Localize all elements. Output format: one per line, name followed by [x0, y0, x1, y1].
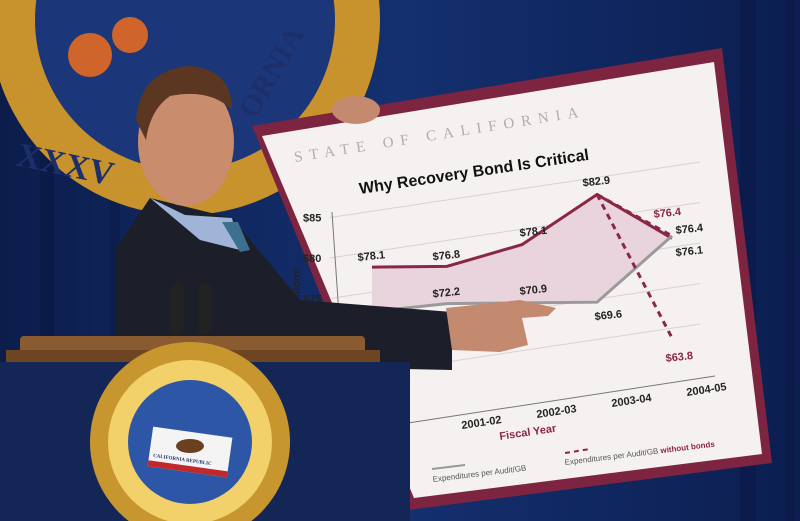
series-line-3	[596, 193, 673, 238]
data-label: $76.1	[675, 244, 704, 259]
data-label: $76.4	[653, 206, 683, 221]
data-label: $72.2	[432, 286, 461, 301]
bear-icon	[176, 439, 204, 453]
series-line-0	[371, 192, 673, 269]
gap-area	[372, 194, 672, 312]
chart-board: STATE OF CALIFORNIA Why Recovery Bond Is…	[252, 48, 772, 510]
x-tick-label: 2004-05	[686, 381, 728, 399]
data-label: $76.8	[432, 249, 461, 264]
tie	[222, 222, 250, 252]
podium-seal: CALIFORNIA REPUBLIC	[90, 342, 290, 521]
legend-dashed-swatch	[564, 448, 591, 454]
pointing-hand	[446, 300, 556, 352]
holding-hand	[332, 96, 380, 124]
data-label: $63.8	[665, 350, 694, 365]
speaker	[115, 66, 556, 370]
gridline	[329, 161, 701, 218]
data-label: $69.6	[594, 308, 623, 323]
microphones	[170, 284, 212, 334]
x-tick-label: 2001-02	[461, 414, 503, 432]
data-label: $70.9	[519, 283, 548, 298]
shirt-collar	[150, 198, 240, 250]
data-label: $78.1	[357, 249, 386, 264]
chart-plot: $75$80$85-012001-022002-032003-042004-05…	[303, 161, 728, 443]
data-label: $82.9	[582, 175, 611, 190]
podium: CALIFORNIA REPUBLIC	[0, 336, 410, 521]
y-tick-label: $85	[303, 213, 321, 225]
y-tick-label: $80	[303, 253, 321, 265]
x-axis	[394, 375, 716, 426]
head	[138, 78, 234, 206]
data-label: $76.4	[675, 222, 705, 237]
gridline	[329, 202, 701, 259]
y-axis-label: illions	[291, 268, 303, 300]
x-tick-label: 2002-03	[536, 403, 578, 421]
data-label: $78.1	[519, 225, 548, 240]
series-line-2	[595, 193, 674, 339]
legend-solid-swatch	[431, 464, 466, 470]
hair	[136, 66, 232, 140]
